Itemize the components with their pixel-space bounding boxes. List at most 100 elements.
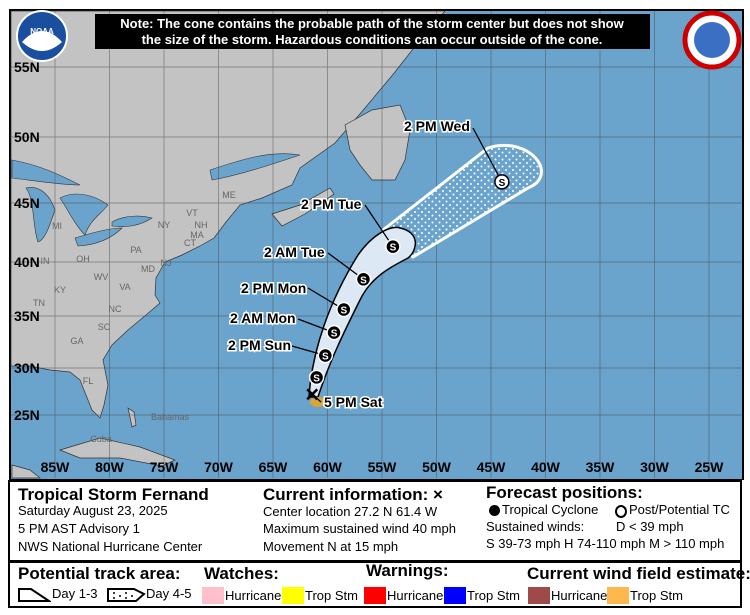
- post-tc-label: Post/Potential TC: [629, 502, 730, 517]
- lat-lon-grid: [11, 11, 742, 478]
- day-4-5-label: Day 4-5: [146, 586, 192, 601]
- lat-label: 55N: [14, 59, 40, 75]
- legend-panel: Potential track area: Day 1-3 Day 4-5 Wa…: [8, 561, 750, 608]
- forecast-time-label: 2 PM Tue: [301, 196, 362, 212]
- warning-hurricane-label: Hurricane: [387, 588, 444, 603]
- lat-label: 25N: [14, 407, 40, 423]
- noaa-logo: NOAA: [16, 10, 68, 62]
- warnings-title: Warnings:: [366, 561, 449, 580]
- tc-label: Tropical Cyclone: [502, 502, 599, 517]
- place-label: NH: [195, 220, 208, 230]
- forecast-time-label: 2 AM Tue: [264, 244, 325, 260]
- place-label: Cuba: [90, 434, 112, 444]
- current-info-title: Current information: ×: [263, 485, 443, 504]
- max-wind: Maximum sustained wind 40 mph: [263, 521, 456, 536]
- depression-scale: D < 39 mph: [616, 519, 684, 534]
- cuba: [58, 437, 176, 467]
- great-lakes: [11, 153, 301, 247]
- tropical-storm-position-icon: [317, 347, 334, 364]
- intensity-scale: S 39-73 mph H 74-110 mph M > 110 mph: [486, 536, 725, 551]
- lat-label: 35N: [14, 308, 40, 324]
- watch-hurricane-label: Hurricane: [225, 588, 282, 603]
- wind-hurricane-label: Hurricane: [551, 588, 608, 603]
- forecast-time-label: 2 PM Mon: [241, 280, 306, 296]
- storm-symbol: S: [360, 275, 367, 286]
- storm-symbol: S: [499, 178, 506, 189]
- label-leader: [364, 204, 394, 248]
- place-label: PA: [130, 245, 141, 255]
- place-label: NY: [158, 220, 171, 230]
- lon-label: 65W: [259, 459, 289, 475]
- newfoundland: [344, 104, 411, 181]
- date: Saturday August 23, 2025: [18, 503, 168, 518]
- place-label: NJ: [161, 258, 172, 268]
- place-label: IN: [41, 256, 50, 266]
- watch-trop-swatch: [282, 587, 304, 604]
- place-label: MA: [190, 230, 204, 240]
- lat-label: 40N: [14, 254, 40, 270]
- tropical-cyclone-icon: [489, 505, 500, 516]
- storm-symbol: S: [390, 243, 397, 254]
- lon-label: 25W: [695, 459, 725, 475]
- place-label: MD: [141, 264, 155, 274]
- watches-title: Watches:: [204, 564, 279, 583]
- lon-label: 30W: [640, 459, 670, 475]
- svg-text:NOAA: NOAA: [30, 27, 54, 36]
- lat-label: 45N: [14, 195, 40, 211]
- note-line-2: the size of the storm. Hazardous conditi…: [142, 32, 603, 47]
- track: 5 PM Sat S 2 PM Sun S 2 AM Mon S 2 PM Mon S 2 AM…: [227, 117, 510, 412]
- movement: Movement N at 15 mph: [263, 539, 399, 554]
- day-4-5-icon: [107, 588, 146, 602]
- track-area-title: Potential track area:: [18, 564, 181, 583]
- storm-name: Tropical Storm Fernand: [18, 485, 209, 504]
- center-location: Center location 27.2 N 61.4 W: [263, 504, 438, 519]
- place-label: GA: [70, 336, 83, 346]
- wind-trop-swatch: [607, 587, 629, 604]
- lon-label: 45W: [477, 459, 507, 475]
- tropical-storm-position-icon: [308, 369, 325, 386]
- sustained-label: Sustained winds:: [486, 519, 585, 534]
- issuer: NWS National Hurricane Center: [18, 539, 203, 554]
- note-box: [95, 14, 650, 49]
- note-line-1: Note: The cone contains the probable pat…: [120, 16, 624, 31]
- bahamas-island: [127, 407, 137, 428]
- day-1-3-label: Day 1-3: [52, 586, 98, 601]
- forecast-time-label: 2 PM Sun: [228, 337, 291, 353]
- day-1-3-icon: [18, 588, 51, 602]
- lon-label: 85W: [41, 459, 71, 475]
- grid-labels: 85W 80W 75W 70W 65W 60W 55W 50W 45W 40W 35W 30W 25W 5…: [14, 59, 724, 475]
- nova-scotia: [271, 187, 335, 227]
- tropical-storm-position-icon: [336, 301, 352, 318]
- lon-label: 50W: [422, 459, 452, 475]
- lat-label: 50N: [14, 129, 40, 145]
- place-label: KY: [54, 285, 66, 295]
- tropical-storm-position-icon: [385, 238, 401, 255]
- wind-field-title: Current wind field estimate:: [527, 564, 750, 583]
- warning-trop-swatch: [444, 587, 466, 604]
- lon-label: 75W: [150, 459, 180, 475]
- forecast-title: Forecast positions:: [486, 483, 643, 502]
- lon-label: 40W: [531, 459, 561, 475]
- place-label: CT: [184, 238, 196, 248]
- place-label: ME: [222, 190, 236, 200]
- current-position-x-icon: [306, 388, 319, 401]
- place-label: Bahamas: [151, 412, 190, 422]
- lat-label: 30N: [14, 360, 40, 376]
- tropical-storm-position-icon: [326, 324, 342, 341]
- lon-label: 55W: [368, 459, 398, 475]
- wind-hurricane-swatch: [528, 587, 550, 604]
- nws-logo: [682, 10, 742, 70]
- watch-trop-label: Trop Stm: [305, 588, 358, 603]
- lon-label: 60W: [313, 459, 343, 475]
- place-label: OH: [76, 254, 90, 264]
- place-label: TN: [33, 298, 45, 308]
- wind-field-trop-stm: [310, 397, 326, 407]
- wind-trop-label: Trop Stm: [630, 588, 683, 603]
- storm-map: 85W 80W 75W 70W 65W 60W 55W 50W 45W 40W 35W 30W 25W 5…: [9, 9, 744, 480]
- place-label: NC: [109, 304, 122, 314]
- lon-label: 80W: [95, 459, 125, 475]
- warning-trop-label: Trop Stm: [467, 588, 520, 603]
- forecast-time-label: 2 AM Mon: [230, 310, 296, 326]
